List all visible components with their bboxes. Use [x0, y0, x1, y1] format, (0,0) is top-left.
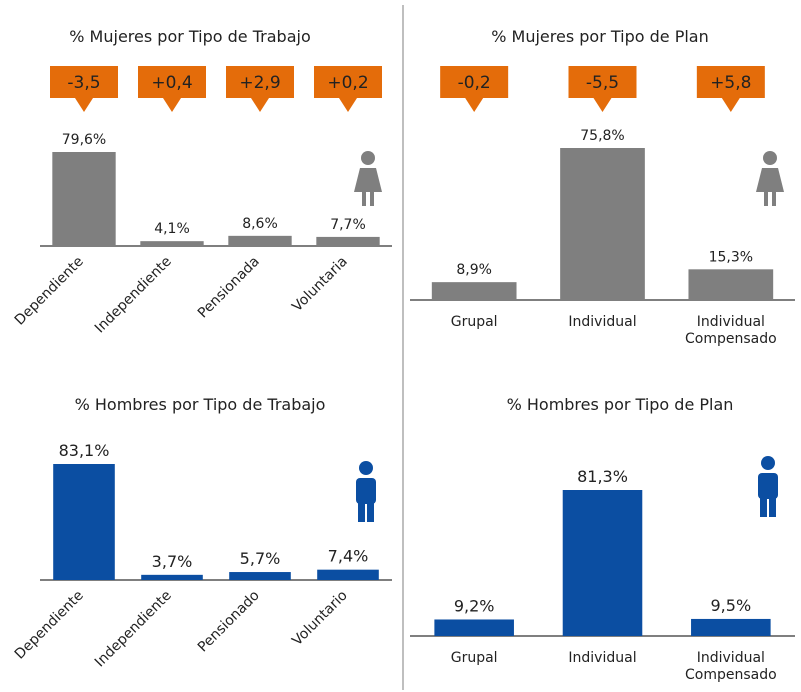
value-label: 5,7%	[240, 549, 281, 568]
x-tick-label: Voluntario	[289, 588, 351, 650]
x-tick-label: Individual	[568, 650, 636, 666]
change-callout	[465, 98, 484, 112]
change-callout	[138, 66, 206, 98]
value-label: 79,6%	[62, 132, 106, 148]
person-icon	[756, 168, 784, 192]
value-label: 8,9%	[456, 262, 492, 278]
change-callout	[568, 66, 637, 98]
change-label: +0,4	[151, 73, 192, 93]
x-tick-label: Individual Compensado	[685, 314, 777, 347]
chart-title: % Mujeres por Tipo de Plan	[491, 27, 709, 46]
change-callout	[696, 66, 765, 98]
change-callout	[226, 66, 294, 98]
person-icon	[354, 168, 382, 192]
x-tick-label: Dependiente	[12, 588, 87, 663]
change-label: -0,2	[458, 73, 491, 93]
change-callout	[163, 98, 181, 112]
x-tick-label: Pensionado	[195, 588, 263, 656]
person-icon	[760, 495, 767, 517]
value-label: 3,7%	[152, 552, 193, 571]
x-tick-label: Individual	[568, 314, 636, 330]
change-callout	[251, 98, 269, 112]
bar	[52, 152, 116, 246]
person-icon	[362, 192, 366, 206]
person-icon	[764, 192, 768, 206]
bar	[141, 574, 203, 580]
person-icon	[358, 500, 365, 522]
x-tick-label: Grupal	[451, 650, 498, 666]
change-label: -5,5	[586, 73, 619, 93]
change-callout	[440, 66, 509, 98]
change-callout	[593, 98, 612, 112]
change-label: +5,8	[710, 73, 751, 93]
change-callout	[721, 98, 740, 112]
change-label: +0,2	[327, 73, 368, 93]
person-icon	[769, 495, 776, 517]
person-icon	[356, 478, 376, 504]
change-callout	[339, 98, 357, 112]
bar	[53, 464, 115, 580]
person-icon	[359, 461, 373, 475]
person-icon	[367, 500, 374, 522]
bar	[140, 241, 204, 246]
x-tick-label: Independiente	[92, 588, 175, 671]
person-icon	[370, 192, 374, 206]
change-label: +2,9	[239, 73, 280, 93]
change-callout	[314, 66, 382, 98]
x-tick-label: Grupal	[451, 314, 498, 330]
change-label: -3,5	[67, 73, 100, 93]
chart-title: % Mujeres por Tipo de Trabajo	[69, 27, 310, 46]
value-label: 8,6%	[242, 216, 278, 232]
x-tick-label: Individual Compensado	[685, 650, 777, 683]
change-callout	[75, 98, 93, 112]
bar	[560, 148, 645, 300]
person-icon	[761, 456, 775, 470]
value-label: 83,1%	[59, 441, 110, 460]
value-label: 9,5%	[711, 596, 752, 615]
x-tick-label: Pensionada	[195, 254, 263, 322]
bar	[562, 490, 643, 636]
bar	[431, 282, 517, 300]
x-tick-label: Voluntaria	[289, 254, 351, 316]
value-label: 7,4%	[328, 547, 369, 566]
bar	[688, 269, 774, 300]
value-label: 15,3%	[709, 249, 753, 265]
bar	[317, 569, 379, 580]
bar	[316, 236, 380, 246]
value-label: 4,1%	[154, 221, 190, 237]
bar	[228, 235, 292, 246]
value-label: 7,7%	[330, 217, 366, 233]
person-icon	[361, 151, 375, 165]
value-label: 75,8%	[580, 128, 624, 144]
chart-title: % Hombres por Tipo de Trabajo	[75, 395, 326, 414]
value-label: 81,3%	[577, 467, 628, 486]
bar	[434, 619, 514, 636]
person-icon	[758, 473, 778, 499]
bar	[691, 618, 771, 636]
person-icon	[772, 192, 776, 206]
change-callout	[50, 66, 118, 98]
value-label: 9,2%	[454, 596, 495, 615]
x-tick-label: Dependiente	[12, 254, 87, 329]
x-tick-label: Independiente	[92, 254, 175, 337]
bar	[229, 572, 291, 580]
chart-title: % Hombres por Tipo de Plan	[507, 395, 734, 414]
person-icon	[763, 151, 777, 165]
